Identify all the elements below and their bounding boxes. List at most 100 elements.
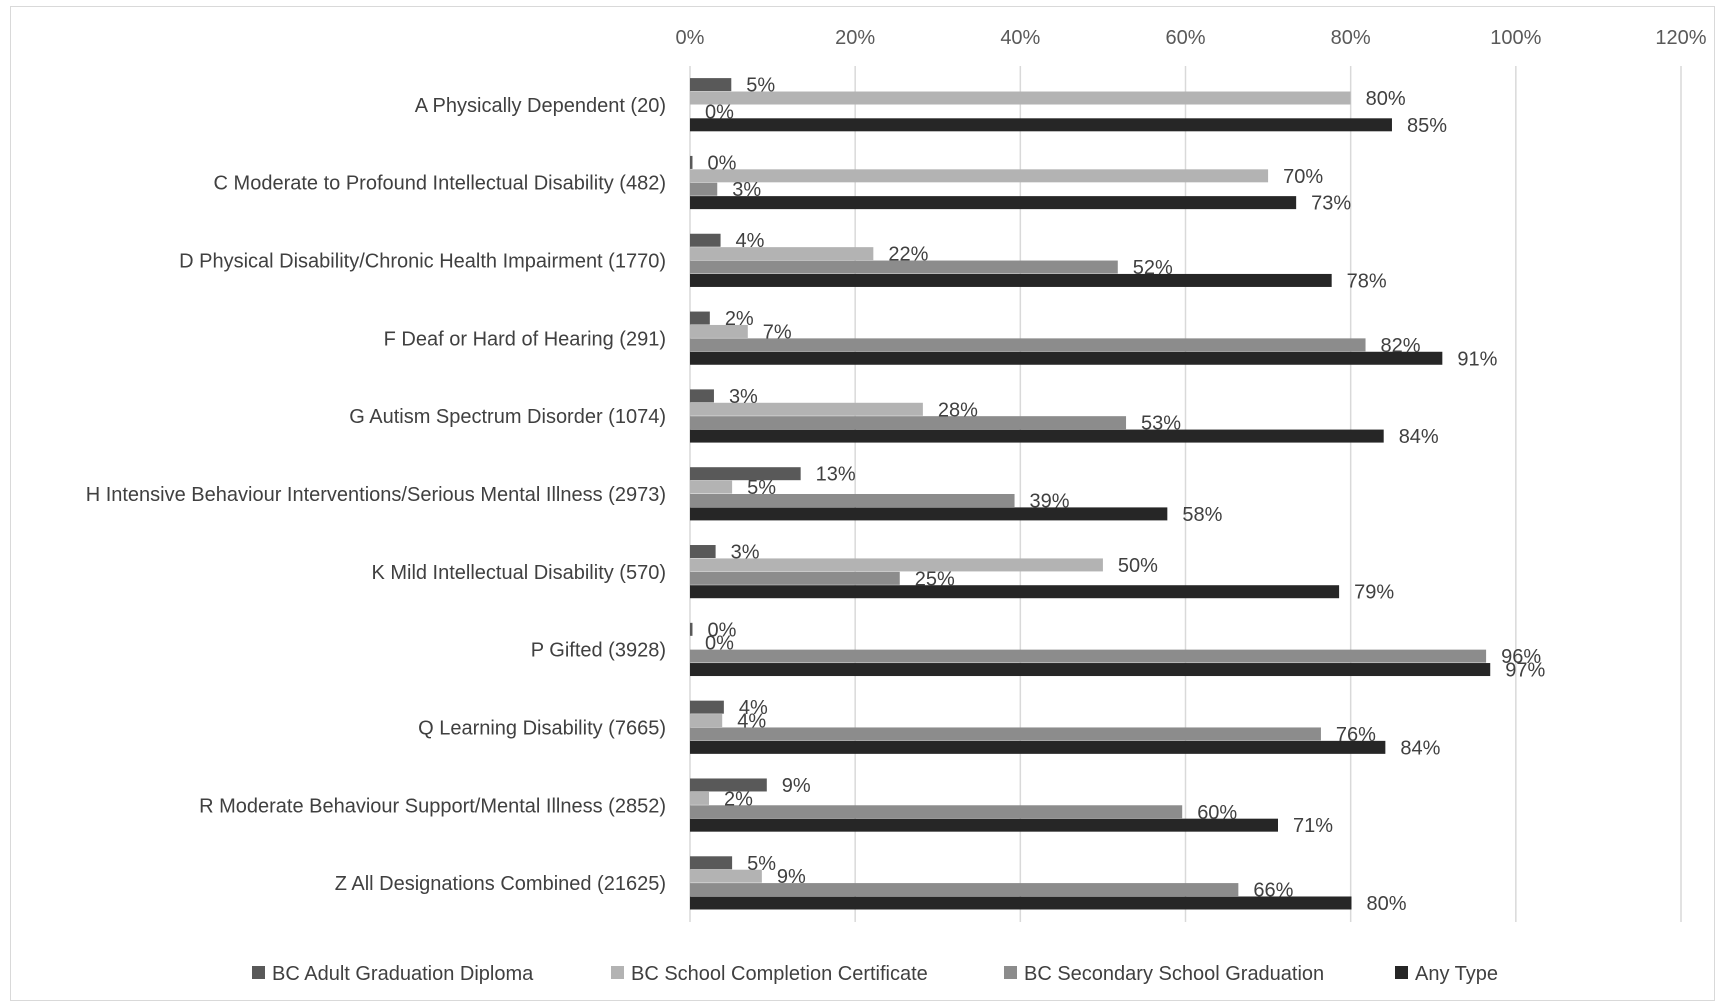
- data-label: 71%: [1293, 815, 1333, 837]
- data-label: 84%: [1399, 426, 1439, 448]
- data-label: 0%: [705, 101, 734, 123]
- bar-bc-adult-graduation-diploma: [690, 467, 801, 481]
- category-label: H Intensive Behaviour Interventions/Seri…: [86, 484, 666, 506]
- bar-bc-adult-graduation-diploma: [690, 311, 710, 325]
- legend-label: BC Adult Graduation Diploma: [272, 963, 534, 985]
- bar-bc-school-completion-certificate: [690, 791, 709, 805]
- legend-swatch: [252, 966, 265, 979]
- data-label: 91%: [1457, 348, 1497, 370]
- data-label: 2%: [724, 788, 753, 810]
- data-label: 66%: [1253, 880, 1293, 902]
- legend-swatch: [1395, 966, 1408, 979]
- data-label: 39%: [1030, 491, 1070, 513]
- x-axis-ticks: 0% 20% 40% 60% 80% 100% 120%: [676, 27, 1707, 49]
- x-tick-label: 20%: [835, 27, 875, 49]
- data-label: 2%: [725, 308, 754, 330]
- bar-bc-adult-graduation-diploma: [690, 778, 767, 792]
- x-tick-label: 60%: [1165, 27, 1205, 49]
- bar-bc-school-completion-certificate: [690, 558, 1103, 572]
- bar-any-type: [690, 351, 1443, 365]
- category-label: K Mild Intellectual Disability (570): [371, 562, 666, 584]
- data-label: 5%: [746, 75, 775, 97]
- bar-bc-adult-graduation-diploma: [690, 78, 732, 92]
- bar-bc-school-completion-certificate: [690, 714, 723, 728]
- data-label: 97%: [1505, 660, 1545, 682]
- bars: [690, 78, 1491, 910]
- bar-bc-secondary-school-graduation: [690, 571, 900, 585]
- data-label: 3%: [729, 386, 758, 408]
- legend-swatch: [611, 966, 624, 979]
- legend-label: Any Type: [1415, 963, 1498, 985]
- category-label: G Autism Spectrum Disorder (1074): [349, 406, 666, 428]
- bar-bc-secondary-school-graduation: [690, 338, 1366, 352]
- data-label: 73%: [1311, 193, 1351, 215]
- data-label: 0%: [707, 152, 736, 174]
- bar-bc-school-completion-certificate: [690, 402, 923, 416]
- bar-bc-school-completion-certificate: [690, 169, 1269, 183]
- x-tick-label: 120%: [1655, 27, 1706, 49]
- bar-bc-adult-graduation-diploma: [690, 700, 724, 714]
- x-tick-label: 80%: [1331, 27, 1371, 49]
- category-label: Q Learning Disability (7665): [418, 717, 666, 739]
- data-label: 76%: [1336, 724, 1376, 746]
- bar-any-type: [690, 429, 1384, 443]
- data-label: 50%: [1118, 555, 1158, 577]
- bar-any-type: [690, 896, 1352, 910]
- bar-bc-adult-graduation-diploma: [690, 233, 721, 247]
- x-tick-label: 0%: [676, 27, 705, 49]
- bar-bc-secondary-school-graduation: [690, 416, 1127, 430]
- data-label: 9%: [777, 866, 806, 888]
- x-tick-label: 100%: [1490, 27, 1541, 49]
- data-label: 7%: [763, 321, 792, 343]
- data-label: 82%: [1381, 335, 1421, 357]
- category-label: F Deaf or Hard of Hearing (291): [384, 328, 666, 350]
- bar-bc-secondary-school-graduation: [690, 805, 1183, 819]
- category-label: C Moderate to Profound Intellectual Disa…: [214, 173, 666, 195]
- bar-any-type: [690, 663, 1491, 677]
- data-label: 96%: [1501, 646, 1541, 668]
- data-label: 80%: [1366, 893, 1406, 915]
- bar-bc-school-completion-certificate: [690, 91, 1351, 105]
- bar-bc-adult-graduation-diploma: [690, 856, 733, 870]
- bar-bc-school-completion-certificate: [690, 247, 874, 261]
- data-label: 5%: [747, 477, 776, 499]
- category-label: Z All Designations Combined (21625): [335, 873, 666, 895]
- data-label: 60%: [1197, 802, 1237, 824]
- data-label: 78%: [1347, 270, 1387, 292]
- data-label: 79%: [1354, 582, 1394, 604]
- data-label: 3%: [732, 179, 761, 201]
- data-label: 28%: [938, 399, 978, 421]
- legend-label: BC Secondary School Graduation: [1024, 963, 1324, 985]
- data-label: 53%: [1141, 413, 1181, 435]
- data-label: 0%: [705, 633, 734, 655]
- bar-bc-adult-graduation-diploma: [690, 545, 716, 559]
- data-label: 52%: [1133, 257, 1173, 279]
- bar-any-type: [690, 507, 1168, 521]
- data-label: 4%: [739, 697, 768, 719]
- data-label: 84%: [1400, 737, 1440, 759]
- category-label: D Physical Disability/Chronic Health Imp…: [179, 251, 666, 273]
- data-label: 70%: [1283, 166, 1323, 188]
- bar-bc-secondary-school-graduation: [690, 883, 1239, 897]
- legend-swatch: [1004, 966, 1017, 979]
- data-label: 80%: [1366, 88, 1406, 110]
- bar-bc-secondary-school-graduation: [690, 260, 1118, 274]
- data-label: 85%: [1407, 115, 1447, 137]
- bar-bc-adult-graduation-diploma: [690, 155, 693, 169]
- bar-bc-school-completion-certificate: [690, 869, 762, 883]
- bar-bc-school-completion-certificate: [690, 324, 748, 338]
- bar-any-type: [690, 818, 1278, 832]
- bar-any-type: [690, 273, 1332, 287]
- category-label: A Physically Dependent (20): [415, 95, 666, 117]
- bar-any-type: [690, 585, 1340, 599]
- data-label: 25%: [915, 568, 955, 590]
- category-labels: A Physically Dependent (20) C Moderate to…: [86, 95, 666, 895]
- bar-bc-secondary-school-graduation: [690, 727, 1321, 741]
- data-label: 22%: [888, 244, 928, 266]
- category-label: R Moderate Behaviour Support/Mental Illn…: [199, 795, 666, 817]
- bar-bc-adult-graduation-diploma: [690, 389, 714, 403]
- bar-any-type: [690, 196, 1297, 210]
- data-label: 4%: [737, 711, 766, 733]
- data-label: 3%: [731, 542, 760, 564]
